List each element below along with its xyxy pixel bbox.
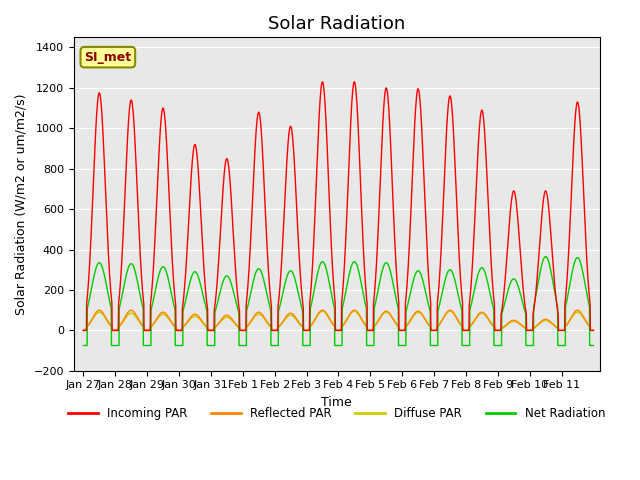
Legend: Incoming PAR, Reflected PAR, Diffuse PAR, Net Radiation: Incoming PAR, Reflected PAR, Diffuse PAR…: [63, 402, 610, 425]
X-axis label: Time: Time: [321, 396, 352, 409]
Text: SI_met: SI_met: [84, 51, 131, 64]
Y-axis label: Solar Radiation (W/m2 or um/m2/s): Solar Radiation (W/m2 or um/m2/s): [15, 93, 28, 315]
Title: Solar Radiation: Solar Radiation: [268, 15, 405, 33]
